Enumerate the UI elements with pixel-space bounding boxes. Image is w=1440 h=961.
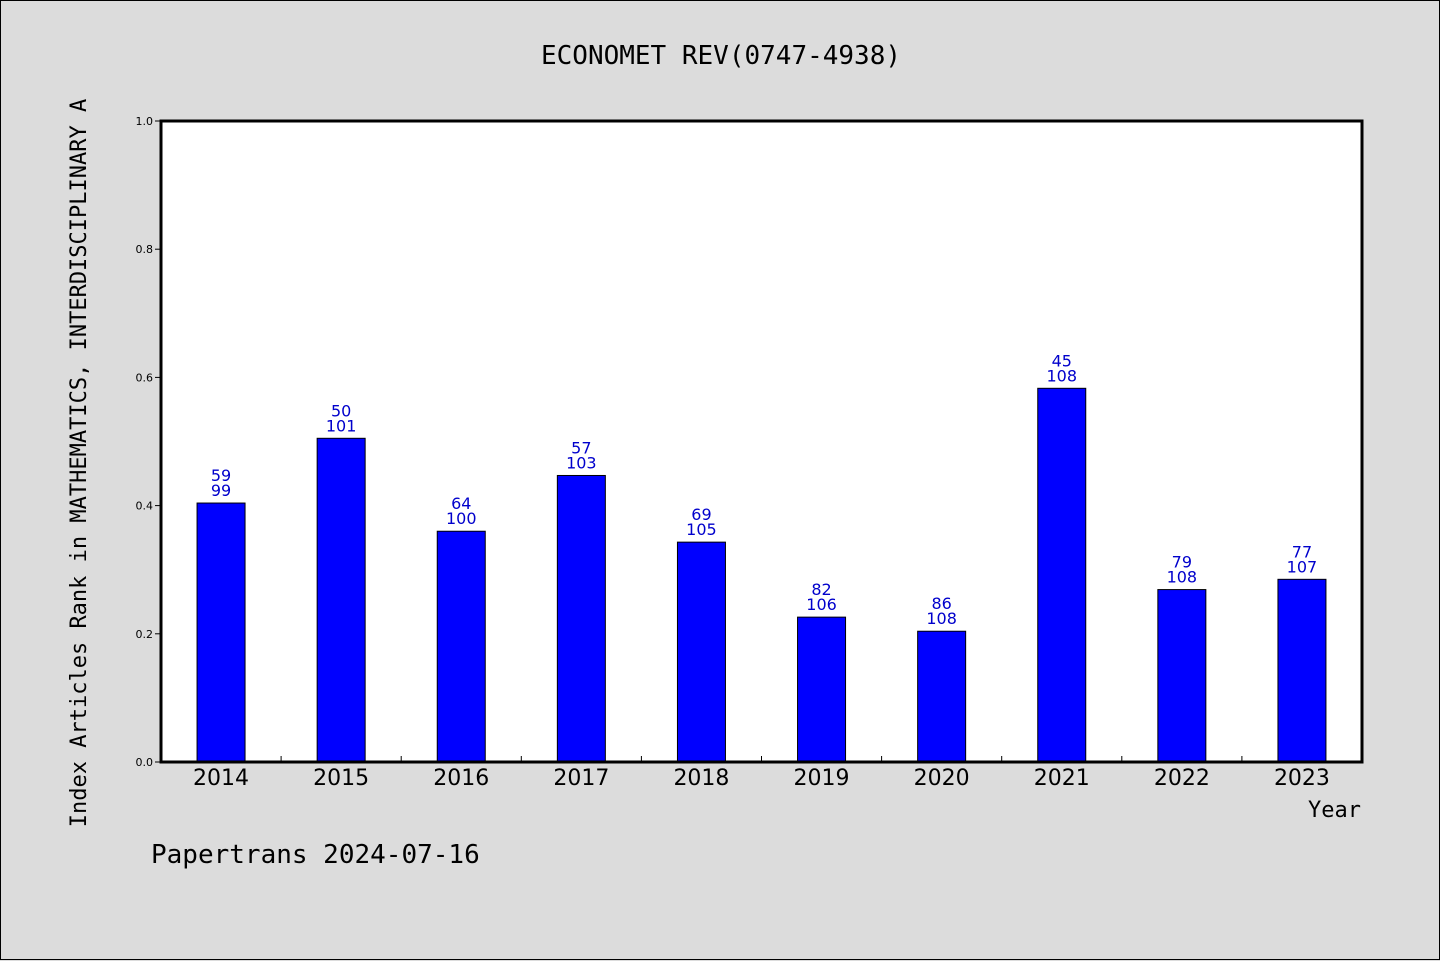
x-tick-label: 2016 — [433, 766, 489, 791]
x-tick-label: 2019 — [794, 766, 850, 791]
x-tick-label: 2022 — [1154, 766, 1210, 791]
bar-rank-label: 45 — [1052, 351, 1072, 370]
bar-rank-label: 50 — [331, 401, 351, 420]
bar-2021 — [1037, 387, 1087, 763]
x-tick-label: 2015 — [313, 766, 369, 791]
bar-rank-label: 64 — [451, 494, 471, 513]
bar-rank-label: 57 — [571, 438, 591, 457]
bar-total-label: 107 — [1287, 557, 1318, 576]
bar-total-label: 108 — [1167, 568, 1198, 587]
bar-2022 — [1157, 589, 1207, 763]
bar-rank-label: 79 — [1172, 553, 1192, 572]
bar-total-label: 105 — [686, 520, 717, 539]
bar-2023 — [1277, 578, 1327, 763]
x-tick-label: 2020 — [914, 766, 970, 791]
bar-total-label: 103 — [566, 453, 597, 472]
bar-total-label: 101 — [326, 416, 357, 435]
bar-2019 — [797, 616, 847, 763]
y-tick-label: 0.2 — [136, 628, 154, 641]
y-axis: 0.0 0.2 0.4 0.6 0.8 1.0 — [136, 115, 161, 769]
footer-credit: Papertrans 2024-07-16 — [151, 840, 480, 870]
bar-2014 — [196, 502, 246, 763]
x-tick-label: 2017 — [553, 766, 609, 791]
chart-title: ECONOMET REV(0747-4938) — [541, 41, 901, 71]
x-tick-label: 2014 — [193, 766, 249, 791]
plot-border — [159, 119, 1364, 764]
y-axis-label: Index Articles Rank in MATHEMATICS, INTE… — [67, 99, 92, 827]
bar-rank-label: 69 — [691, 505, 711, 524]
x-tick-label: 2018 — [673, 766, 729, 791]
bar-rank-label: 86 — [931, 594, 951, 613]
bar-2015 — [316, 437, 366, 763]
bar-rank-label: 82 — [811, 580, 831, 599]
bar-total-label: 106 — [806, 595, 837, 614]
bar-2018 — [676, 541, 726, 763]
bar-rank-label: 77 — [1292, 542, 1312, 561]
x-tick-label: 2023 — [1274, 766, 1330, 791]
bar-total-label: 108 — [1046, 366, 1077, 385]
bar-total-label: 100 — [446, 509, 477, 528]
y-tick-label: 1.0 — [136, 115, 154, 128]
y-tick-label: 0.6 — [136, 371, 154, 384]
bar-rank-label: 59 — [211, 466, 231, 485]
bar-2016 — [436, 530, 486, 763]
bar-2020 — [917, 630, 967, 763]
bar-2017 — [556, 474, 606, 763]
y-tick-label: 0.4 — [136, 500, 154, 513]
y-tick-label: 0.8 — [136, 243, 154, 256]
y-tick-label: 0.0 — [136, 756, 154, 769]
x-axis-label: Year — [1308, 798, 1361, 823]
x-tick-label: 2021 — [1034, 766, 1090, 791]
bar-total-label: 99 — [211, 481, 231, 500]
bar-total-label: 108 — [926, 609, 957, 628]
x-axis: 2014 2015 2016 2017 2018 2019 2020 2021 2022 2023 — [193, 756, 1330, 791]
